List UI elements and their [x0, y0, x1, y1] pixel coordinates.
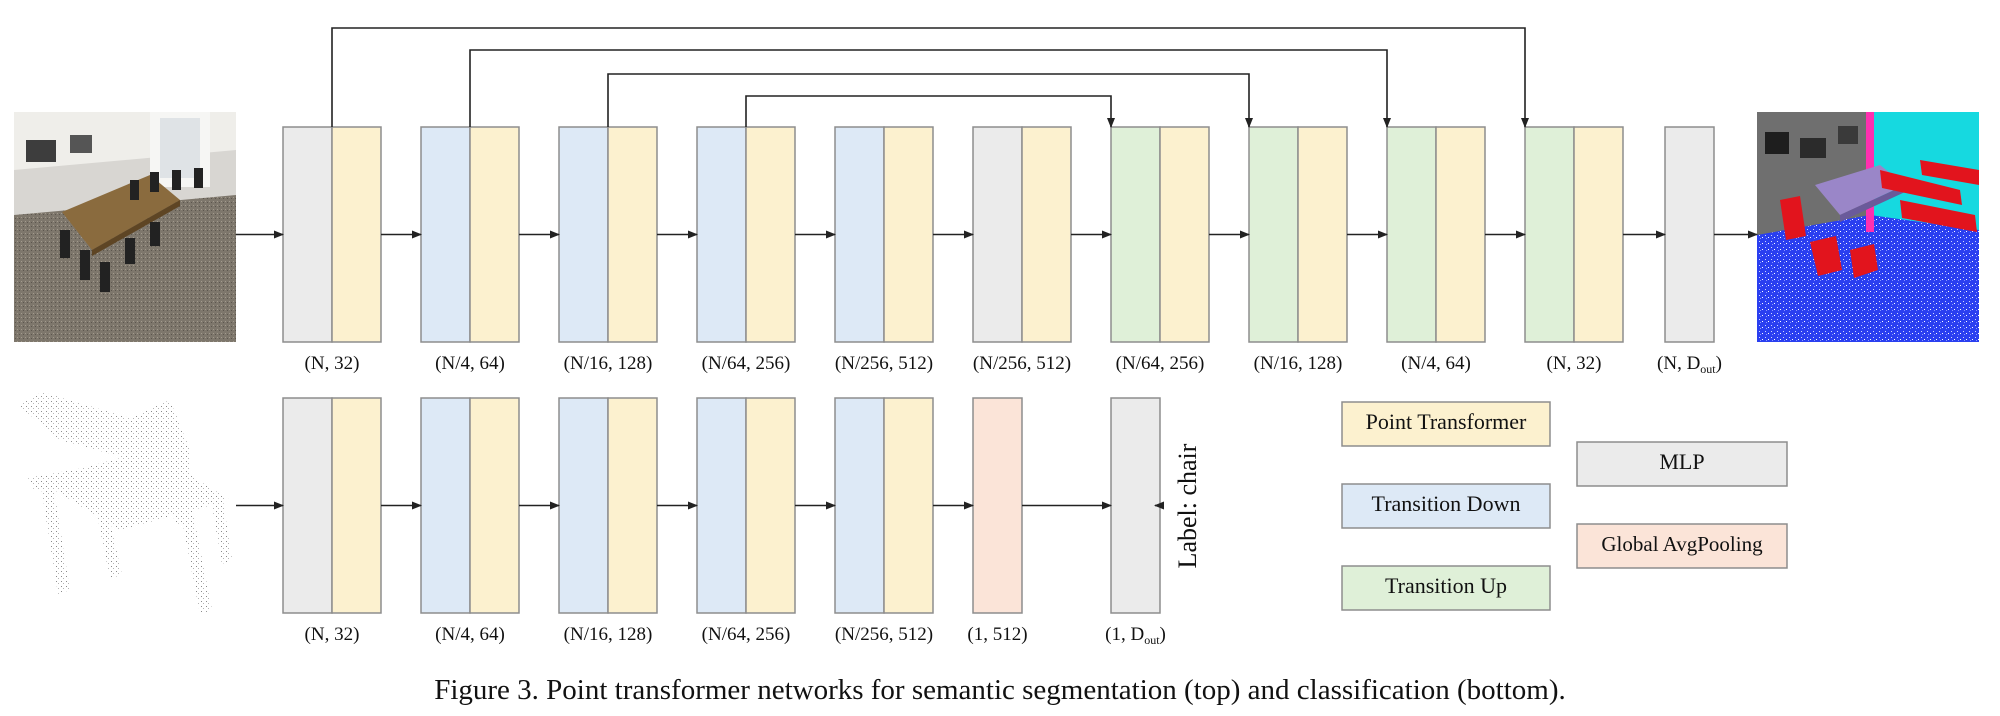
point-transformer-block: [331, 397, 382, 614]
legend-label-mlp: MLP: [1659, 449, 1704, 474]
figure-caption: Figure 3. Point transformer networks for…: [434, 674, 1566, 706]
dimension-label: (N/16, 128): [564, 624, 653, 645]
point-transformer-block: [1021, 126, 1072, 343]
point-transformer-block: [607, 397, 658, 614]
point-transformer-block: [607, 126, 658, 343]
point-transformer-block: [1297, 126, 1348, 343]
segmentation-network: (N, 32) (N/4, 64) (N/16, 128) (N/64, 256) (N…: [236, 126, 1758, 376]
transition-down-block: [834, 126, 885, 343]
point-transformer-block: [331, 126, 382, 343]
output-label: Label: chair: [1173, 443, 1202, 568]
segmentation-stage-3: (N/16, 128): [558, 126, 658, 374]
point-transformer-block: [745, 126, 796, 343]
segmentation-stage-5: (N/256, 512): [834, 126, 934, 374]
dimension-label: (N, 32): [305, 624, 360, 645]
mlp-block: [972, 126, 1023, 343]
point-transformer-block: [883, 397, 934, 614]
mlp-block: [282, 126, 333, 343]
transition-down-block: [558, 126, 609, 343]
segmentation-stage-11: (N, Dout): [1657, 126, 1722, 376]
dimension-label: (N/16, 128): [564, 353, 653, 374]
legend-swatch-mlp: [1576, 441, 1788, 487]
legend-point-transformer: Point Transformer: [1341, 401, 1551, 447]
transition-down-block: [420, 397, 471, 614]
point-transformer-block: [1573, 126, 1624, 343]
legend-swatch-transition-down: [1341, 483, 1551, 529]
legend-swatch-point-transformer: [1341, 401, 1551, 447]
transition-up-block: [1524, 126, 1575, 343]
dimension-label: (N/4, 64): [1401, 353, 1471, 374]
legend-global-avg-pooling: Global AvgPooling: [1576, 523, 1788, 569]
chair-point-cloud: [18, 392, 232, 614]
classification-stage-6: (1, 512): [967, 397, 1028, 645]
legend: Point Transformer Transition Down Transi…: [1341, 401, 1788, 611]
segmentation-stage-9: (N/4, 64): [1386, 126, 1486, 374]
skip-connection: [331, 27, 1529, 128]
legend-transition-down: Transition Down: [1341, 483, 1551, 529]
dimension-label: (N/64, 256): [702, 353, 791, 374]
dimension-label: (N/256, 512): [835, 353, 933, 374]
skip-connection: [469, 49, 1391, 128]
transition-up-block: [1386, 126, 1437, 343]
segmentation-stage-10: (N, 32): [1524, 126, 1624, 374]
classification-stage-2: (N/4, 64): [420, 397, 520, 645]
legend-swatch-global-avg-pooling: [1576, 523, 1788, 569]
dimension-label: (N/4, 64): [435, 624, 505, 645]
classification-network: (N, 32) (N/4, 64) (N/16, 128) (N/64, 256) (N…: [236, 397, 1166, 647]
transition-down-block: [834, 397, 885, 614]
mlp-block: [1664, 126, 1715, 343]
point-transformer-block: [883, 126, 934, 343]
transition-up-block: [1248, 126, 1299, 343]
skip-connection: [607, 73, 1253, 128]
dimension-label: (N/256, 512): [973, 353, 1071, 374]
legend-label-point-transformer: Point Transformer: [1366, 409, 1527, 434]
segmentation-stage-2: (N/4, 64): [420, 126, 520, 374]
segmentation-stage-1: (N, 32): [282, 126, 382, 374]
legend-label-transition-up: Transition Up: [1385, 573, 1507, 598]
dimension-label: (N/4, 64): [435, 353, 505, 374]
segmentation-stage-7: (N/64, 256): [1110, 126, 1210, 374]
classification-stage-7: (1, Dout): [1105, 397, 1166, 647]
dimension-label: (N, Dout): [1657, 353, 1722, 376]
legend-transition-up: Transition Up: [1341, 565, 1551, 611]
classification-stage-1: (N, 32): [282, 397, 382, 645]
dimension-label: (1, 512): [967, 624, 1027, 645]
global-avg-pooling-block: [972, 397, 1023, 614]
legend-mlp: MLP: [1576, 441, 1788, 487]
dimension-label: (N, 32): [305, 353, 360, 374]
mlp-block: [282, 397, 333, 614]
legend-label-transition-down: Transition Down: [1372, 491, 1521, 516]
mlp-block: [1110, 397, 1161, 614]
dimension-label: (N/64, 256): [702, 624, 791, 645]
transition-down-block: [696, 397, 747, 614]
dimension-label: (N/64, 256): [1116, 353, 1205, 374]
skip-connections: [331, 27, 1529, 128]
dimension-label: (N, 32): [1547, 353, 1602, 374]
classification-stage-5: (N/256, 512): [834, 397, 934, 645]
point-transformer-block: [469, 126, 520, 343]
point-transformer-block: [1159, 126, 1210, 343]
point-transformer-block: [469, 397, 520, 614]
transition-down-block: [420, 126, 471, 343]
dimension-label: (N/256, 512): [835, 624, 933, 645]
transition-down-block: [696, 126, 747, 343]
segmentation-stage-4: (N/64, 256): [696, 126, 796, 374]
transition-down-block: [558, 397, 609, 614]
point-transformer-block: [745, 397, 796, 614]
skip-connection: [745, 95, 1115, 128]
legend-swatch-transition-up: [1341, 565, 1551, 611]
legend-label-global-avg-pooling: Global AvgPooling: [1601, 532, 1763, 556]
room-scene-photo: [14, 112, 236, 342]
classification-stage-3: (N/16, 128): [558, 397, 658, 645]
segmentation-stage-6: (N/256, 512): [972, 126, 1072, 374]
dimension-label: (N/16, 128): [1254, 353, 1343, 374]
segmentation-stage-8: (N/16, 128): [1248, 126, 1348, 374]
transition-up-block: [1110, 126, 1161, 343]
point-transformer-block: [1435, 126, 1486, 343]
dimension-label: (1, Dout): [1105, 624, 1166, 647]
segmented-room-scene: [1757, 112, 1979, 342]
classification-stage-4: (N/64, 256): [696, 397, 796, 645]
